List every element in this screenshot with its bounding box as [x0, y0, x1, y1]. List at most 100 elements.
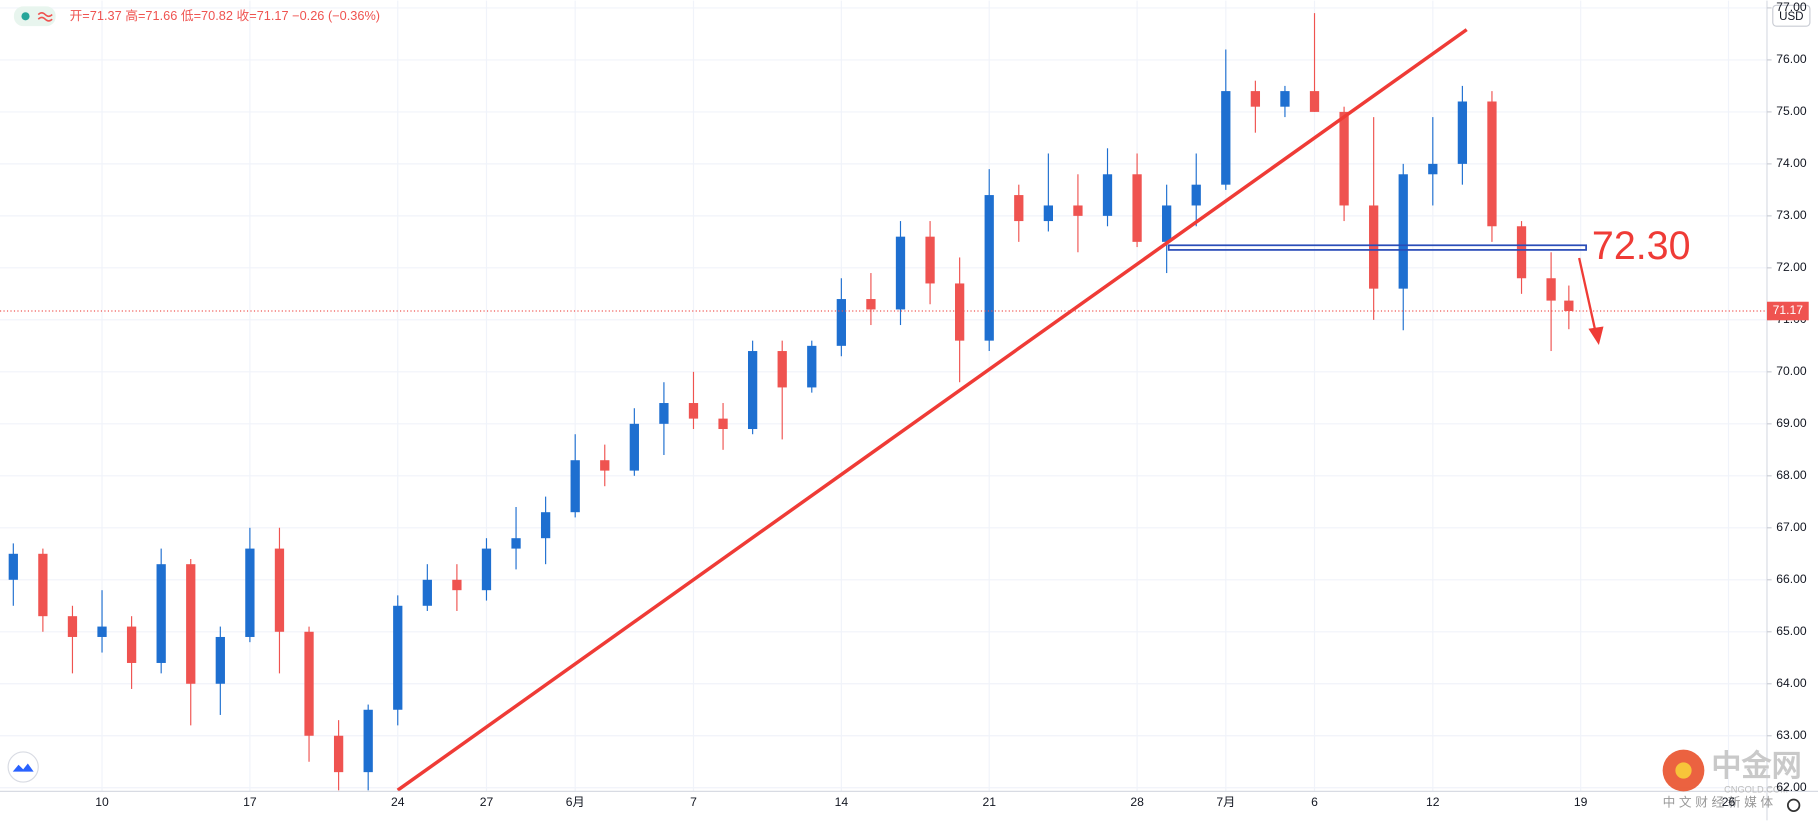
candle-body: [1564, 300, 1574, 312]
x-tick-label: 14: [835, 795, 849, 809]
candle-body: [836, 299, 846, 346]
watermark-tagline: 中 文 财 经 新 媒 体: [1663, 794, 1774, 809]
candle-body: [807, 345, 817, 388]
candle-body: [363, 709, 373, 773]
candle-body: [600, 460, 610, 471]
candle-body: [1339, 111, 1349, 206]
currency-label[interactable]: USD: [1779, 11, 1803, 23]
y-tick-label: 76.00: [1776, 52, 1807, 66]
arrow-line: [1578, 257, 1597, 332]
x-tick-label: 17: [243, 795, 257, 809]
candle-body: [866, 299, 876, 310]
candle-body: [1221, 91, 1231, 185]
candle-body: [1073, 205, 1083, 216]
status-pill[interactable]: [13, 6, 56, 27]
candle-body: [1369, 205, 1379, 289]
candle-body: [393, 605, 403, 710]
watermark-logo-inner: [1675, 762, 1692, 779]
y-tick-label: 77.00: [1776, 0, 1807, 14]
candle-body: [156, 564, 166, 663]
candle-body: [1014, 195, 1024, 222]
candle-body: [747, 351, 758, 430]
x-tick-label: 12: [1426, 795, 1440, 809]
x-tick-label: 24: [391, 795, 405, 809]
candle-body: [67, 616, 78, 637]
candle-body: [955, 283, 965, 341]
candle-body: [1280, 91, 1290, 107]
candle-body: [38, 553, 48, 617]
candle-body: [333, 735, 344, 773]
candle-body: [777, 351, 787, 388]
candle-body: [422, 579, 432, 606]
candle-body: [245, 548, 255, 637]
candle-body: [452, 579, 462, 591]
x-tick-label: 6月: [566, 795, 585, 809]
x-tick-label: 6: [1311, 795, 1318, 809]
x-tick-label: 7: [690, 795, 697, 809]
candle-body: [540, 512, 551, 539]
candle-body: [629, 423, 639, 471]
annotation-label: 72.30: [1592, 224, 1691, 268]
candle-body: [97, 626, 107, 637]
x-tick-label: 7月: [1216, 795, 1235, 809]
candle-body: [511, 538, 521, 549]
x-tick-label: 10: [95, 795, 109, 809]
candle-body: [274, 548, 285, 632]
candle-body: [1428, 163, 1438, 175]
candle-body: [1191, 184, 1201, 206]
candle-body: [126, 626, 137, 663]
candle-body: [570, 460, 580, 513]
trend-line: [396, 28, 1468, 792]
y-tick-label: 62.00: [1776, 780, 1807, 794]
x-tick-label: 27: [480, 795, 494, 809]
arrow-head: [1588, 326, 1604, 345]
candle-body: [984, 195, 994, 341]
status-icon: [37, 12, 53, 22]
x-tick-label: 26: [1722, 795, 1736, 809]
y-tick-label: 69.00: [1776, 416, 1807, 430]
y-tick-label: 63.00: [1776, 728, 1807, 742]
candle-body: [304, 631, 314, 736]
candle-body: [1250, 91, 1261, 107]
y-tick-label: 66.00: [1776, 572, 1807, 586]
candle-body: [1398, 174, 1408, 289]
candle-body: [8, 553, 18, 580]
candle-body: [186, 564, 196, 684]
x-tick-label: 21: [982, 795, 996, 809]
y-tick-label: 73.00: [1776, 208, 1807, 222]
candle-body: [895, 236, 906, 310]
candle-body: [718, 418, 728, 430]
last-price-tag: [1766, 301, 1809, 321]
currency-button[interactable]: [1772, 4, 1811, 27]
logo-button[interactable]: [7, 751, 39, 783]
candle-body: [1309, 91, 1320, 112]
candle-body: [1162, 205, 1172, 242]
candle-body: [215, 636, 225, 684]
candle-body: [1487, 101, 1497, 227]
candle-body: [1516, 226, 1527, 279]
settings-icon[interactable]: [1786, 798, 1801, 812]
candle-body: [659, 403, 669, 424]
x-tick-label: 19: [1574, 795, 1588, 809]
grid: [0, 0, 1767, 792]
y-tick-label: 64.00: [1776, 676, 1807, 690]
candle-body: [1102, 174, 1113, 216]
candle-body: [1457, 101, 1468, 164]
y-tick-label: 74.00: [1776, 156, 1807, 170]
candle-body: [688, 403, 699, 419]
x-tick-label: 28: [1130, 795, 1144, 809]
support-band: [1167, 244, 1587, 251]
candle-body: [481, 548, 492, 591]
y-tick-label: 65.00: [1776, 624, 1807, 638]
ohlc-legend: 开=71.37 高=71.66 低=70.82 收=71.17 −0.26 (−…: [70, 8, 380, 23]
status-dot: [21, 12, 30, 21]
y-tick-label: 70.00: [1776, 364, 1807, 378]
y-tick-label: 75.00: [1776, 104, 1807, 118]
candle-body: [925, 236, 935, 284]
candle-body: [1546, 278, 1556, 301]
candles: [8, 13, 1574, 791]
last-price-label: 71.17: [1773, 303, 1804, 317]
